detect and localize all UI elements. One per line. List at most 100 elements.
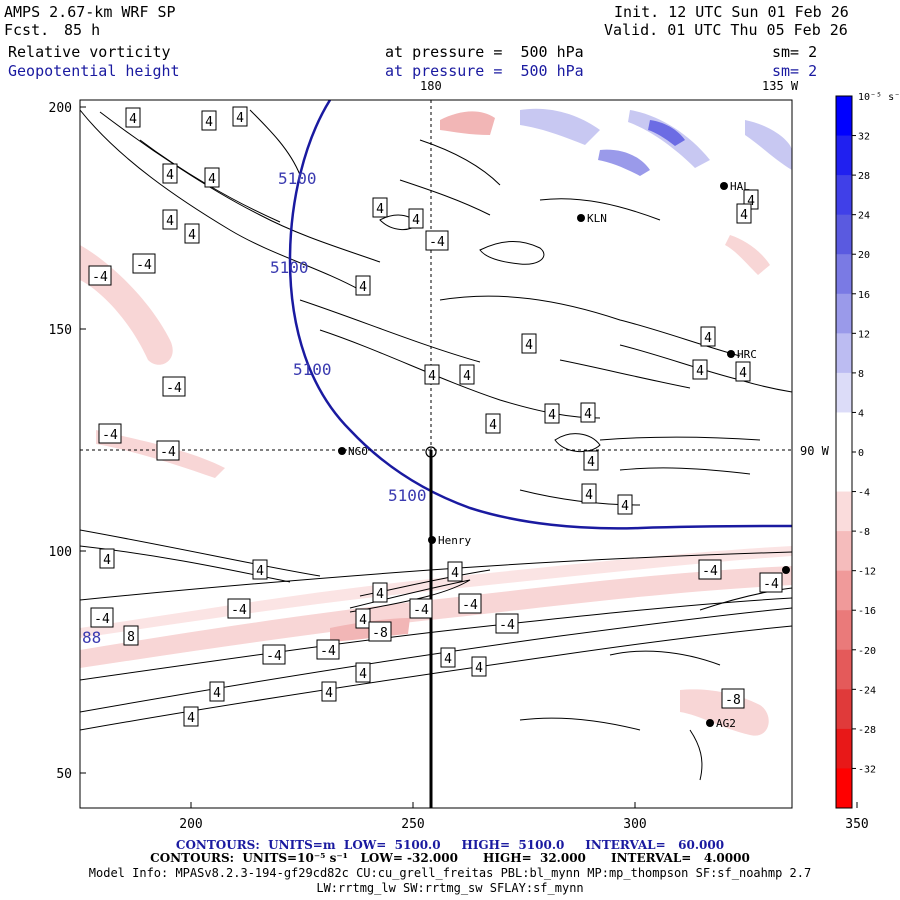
x-tick-label: 250: [401, 817, 424, 832]
svg-text:4: 4: [205, 115, 213, 130]
svg-text:4: 4: [739, 366, 747, 381]
svg-text:-4: -4: [92, 270, 108, 285]
svg-text:4: 4: [489, 418, 497, 433]
colorbar-label: 8: [858, 369, 864, 380]
svg-text:4: 4: [376, 202, 384, 217]
colorbar-segment: [836, 96, 852, 137]
vorticity-label: -4: [316, 639, 340, 660]
y-tick-label: 200: [49, 101, 72, 116]
x-tick-label: 200: [179, 817, 202, 832]
svg-text:-8: -8: [372, 626, 388, 641]
field1-name: Relative vorticity: [8, 43, 171, 61]
svg-text:8: 8: [127, 630, 135, 645]
svg-text:4: 4: [359, 667, 367, 682]
vorticity-label: 4: [700, 326, 716, 347]
vorticity-label: -4: [90, 607, 114, 628]
svg-text:4: 4: [412, 213, 420, 228]
vorticity-label: 4: [372, 582, 388, 603]
vorticity-label: -4: [88, 265, 112, 286]
y-axis: 50100150200250300350: [49, 101, 86, 782]
x-tick-label: 300: [623, 817, 646, 832]
colorbar-segment: [836, 570, 852, 611]
footer-height-contours: CONTOURS: UNITS=m LOW= 5100.0 HIGH= 5100…: [175, 838, 725, 852]
svg-text:4: 4: [166, 168, 174, 183]
colorbar-unit: 10⁻⁵ s⁻¹: [858, 92, 900, 103]
y-tick-label: 100: [49, 545, 72, 560]
height-labels: 5100 5100 5100 5100 88: [82, 169, 427, 647]
colorbar-segment: [836, 214, 852, 255]
vorticity-label: 4: [125, 107, 141, 128]
svg-text:4: 4: [696, 364, 704, 379]
colorbar-label: -24: [858, 685, 876, 696]
vorticity-label: 4: [252, 559, 268, 580]
vorticity-label: -4: [98, 423, 122, 444]
vorticity-label: -4: [458, 593, 482, 614]
pole-marker: [425, 446, 437, 458]
colorbar-label: 4: [858, 408, 864, 419]
vorticity-label: 4: [162, 163, 178, 184]
lon-180-label: 180: [420, 79, 442, 93]
field1-smoothing: sm= 2: [772, 43, 818, 61]
positive-vorticity-shading: [520, 108, 792, 176]
vorticity-label: 4: [204, 167, 220, 188]
colorbar-segment: [836, 728, 852, 769]
svg-text:-4: -4: [702, 564, 718, 579]
vorticity-label: -4: [162, 376, 186, 397]
svg-text:4: 4: [704, 331, 712, 346]
svg-text:4: 4: [451, 566, 459, 581]
colorbar-segment: [836, 254, 852, 295]
svg-text:4: 4: [256, 564, 264, 579]
vorticity-label: 4: [355, 275, 371, 296]
svg-text:4: 4: [188, 228, 196, 243]
svg-text:4: 4: [475, 661, 483, 676]
colorbar-segment: [836, 452, 852, 493]
vorticity-label: 4: [372, 197, 388, 218]
vorticity-label: -4: [698, 559, 722, 580]
vorticity-label: -4: [156, 440, 180, 461]
svg-text:4: 4: [359, 280, 367, 295]
model-title: AMPS 2.67-km WRF SP: [4, 3, 176, 21]
vorticity-label: 4: [471, 656, 487, 677]
vorticity-label: 4: [583, 450, 599, 471]
vorticity-label: -8: [368, 621, 392, 642]
vorticity-label: 4: [580, 402, 596, 423]
svg-text:-4: -4: [102, 428, 118, 443]
height-label: 5100: [270, 258, 309, 277]
colorbar-label: -12: [858, 567, 876, 578]
vorticity-label: 4: [183, 706, 199, 727]
footer-vorticity-contours: CONTOURS: UNITS=10⁻⁵ s⁻¹ LOW= -32.000 HI…: [150, 851, 750, 865]
svg-text:4: 4: [166, 214, 174, 229]
colorbar-label: 32: [858, 132, 870, 143]
colorbar-label: -16: [858, 606, 876, 617]
colorbar-segment: [836, 372, 852, 413]
height-contour-5100: [288, 100, 792, 530]
negative-vorticity-shading: [80, 111, 792, 736]
height-label: 5100: [388, 486, 427, 505]
vorticity-label: 4: [321, 681, 337, 702]
lon-90w-label: 90 W: [800, 444, 830, 458]
station-label: KLN: [587, 212, 607, 225]
vorticity-label: 4: [355, 608, 371, 629]
svg-text:4: 4: [585, 488, 593, 503]
vorticity-label: 8: [123, 625, 139, 646]
vorticity-label: 4: [355, 662, 371, 683]
station-marker: [782, 566, 790, 574]
svg-text:-4: -4: [413, 603, 429, 618]
colorbar-label: 12: [858, 329, 870, 340]
vorticity-label: -8: [721, 688, 745, 709]
vorticity-label: 4: [99, 548, 115, 569]
svg-text:4: 4: [548, 408, 556, 423]
svg-text:4: 4: [740, 208, 748, 223]
vorticity-label: -4: [409, 598, 433, 619]
colorbar: 32 28 24 20 16 12 8 4 0 -4 -8 -12 -16 -20 -24 -28 -32: [835, 95, 876, 809]
vorticity-label: 4: [485, 413, 501, 434]
svg-text:4: 4: [103, 553, 111, 568]
vorticity-label: 4: [617, 494, 633, 515]
vorticity-label: 4: [735, 361, 751, 382]
svg-text:4: 4: [236, 111, 244, 126]
lon-135w-label: 135 W: [762, 79, 799, 93]
colorbar-segment: [836, 610, 852, 651]
